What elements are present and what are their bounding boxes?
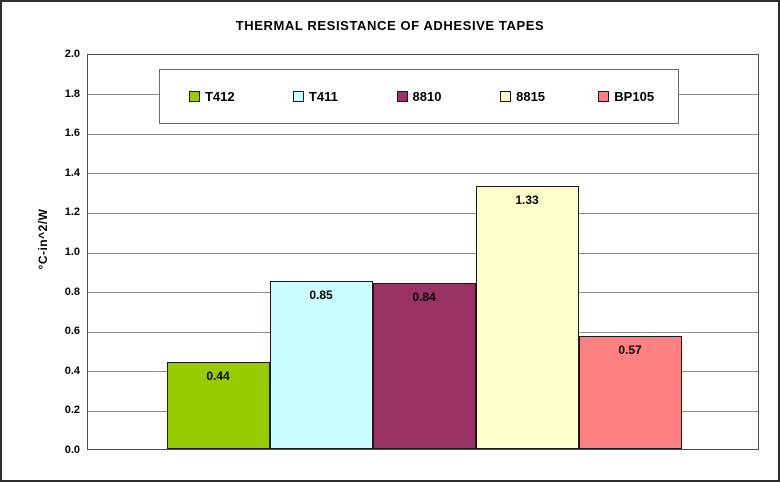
y-tick-label-1.2: 1.2 bbox=[64, 206, 80, 219]
legend-label-BP105: BP105 bbox=[614, 89, 655, 104]
legend-label-8815: 8815 bbox=[516, 89, 546, 104]
legend-item-BP105: BP105 bbox=[574, 89, 678, 104]
legend: T412 T411 8810 8815 BP105 bbox=[159, 69, 679, 124]
legend-swatch-8810 bbox=[396, 91, 408, 102]
legend-swatch-T411 bbox=[292, 91, 304, 102]
y-tick-label-2.0: 2.0 bbox=[64, 48, 80, 60]
bar-value-label-8810: 0.84 bbox=[412, 290, 436, 304]
y-tick-label-0.4: 0.4 bbox=[64, 364, 80, 377]
legend-item-T411: T411 bbox=[264, 89, 368, 104]
gridline-1.6 bbox=[88, 133, 758, 135]
legend-item-T412: T412 bbox=[160, 89, 264, 104]
bar-value-label-BP105: 0.57 bbox=[618, 343, 642, 357]
y-tick-label-0.6: 0.6 bbox=[64, 325, 80, 338]
y-tick-label-1.4: 1.4 bbox=[64, 166, 80, 179]
gridline-1.4 bbox=[88, 173, 758, 175]
bar-8810: 0.84 bbox=[372, 283, 476, 449]
bar-T412: 0.44 bbox=[166, 362, 270, 449]
legend-swatch-BP105 bbox=[598, 91, 610, 102]
legend-label-T411: T411 bbox=[308, 89, 338, 104]
legend-swatch-T412 bbox=[188, 91, 200, 102]
y-tick-label-0.8: 0.8 bbox=[64, 285, 80, 298]
bar-BP105: 0.57 bbox=[578, 336, 682, 449]
bar-value-label-T411: 0.85 bbox=[309, 288, 333, 302]
y-tick-label-1.6: 1.6 bbox=[64, 127, 80, 140]
legend-label-8810: 8810 bbox=[412, 89, 442, 104]
bar-value-label-8815: 1.33 bbox=[515, 193, 539, 207]
legend-label-T412: T412 bbox=[204, 89, 235, 104]
gridline-1.0 bbox=[88, 252, 758, 254]
bar-value-label-T412: 0.44 bbox=[206, 369, 230, 383]
y-tick-label-0.2: 0.2 bbox=[64, 404, 80, 417]
y-tick-label-1.0: 1.0 bbox=[64, 246, 80, 258]
legend-swatch-8815 bbox=[500, 91, 512, 102]
bar-8815: 1.33 bbox=[475, 186, 579, 449]
legend-item-8815: 8815 bbox=[471, 89, 575, 104]
y-tick-label-1.8: 1.8 bbox=[64, 87, 80, 100]
y-tick-label-0.0: 0.0 bbox=[64, 444, 80, 456]
gridline-1.2 bbox=[88, 212, 758, 214]
legend-item-8810: 8810 bbox=[367, 89, 471, 104]
chart-title: THERMAL RESISTANCE OF ADHESIVE TAPES bbox=[235, 18, 545, 33]
bar-T411: 0.85 bbox=[269, 281, 373, 449]
